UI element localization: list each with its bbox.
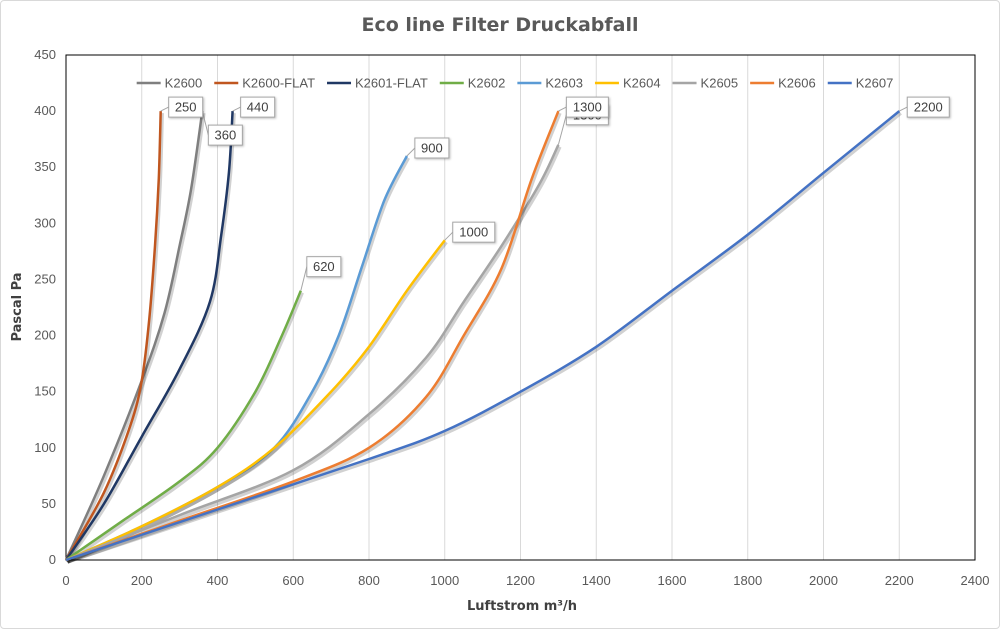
series-line-k2600-flat [64,111,162,561]
x-tick-label: 200 [131,573,153,588]
data-label-k2602: 620 [300,256,342,291]
x-tick-label: 1200 [506,573,535,588]
legend-item-k2600-flat: K2600-FLAT [214,76,315,91]
y-tick-label: 400 [34,103,56,118]
legend-item-k2607: K2607 [827,76,894,91]
legend-item-k2605: K2605 [672,76,739,91]
x-axis-title: Luftstrom m³/h [467,599,577,614]
series-shadow-k2602 [66,292,304,564]
x-tick-label: 400 [207,573,229,588]
data-label-text: 360 [214,128,236,143]
legend-item-k2606: K2606 [750,76,816,91]
data-label-k2603: 900 [406,137,450,159]
y-axis-title: Pascal Pa [10,272,25,341]
legend-label: K2600-FLAT [242,76,315,91]
data-label-k2600: 360 [201,110,243,146]
legend-label: K2607 [856,76,894,91]
data-label-text: 440 [247,100,269,115]
y-tick-label: 150 [34,384,56,399]
x-tick-label: 800 [358,573,380,588]
series-shadow-k2607 [66,111,902,564]
y-tick-label: 250 [34,271,56,286]
legend-item-k2604: K2604 [594,76,661,91]
data-label-text: 2200 [914,100,943,115]
series-line-k2601-flat [64,111,234,561]
gridlines [141,55,900,560]
legend-label: K2603 [545,76,583,91]
series-line-k2606 [65,110,560,562]
series-shadow-k2604 [66,241,448,564]
series-line-k2607 [65,110,901,562]
plot-area [65,54,976,561]
legend-label: K2606 [778,76,816,91]
data-label-text: 900 [421,141,443,156]
series-line-k2600 [64,110,204,561]
x-tick-label: 1400 [582,573,611,588]
series-line-k2602 [65,290,302,562]
data-label-text: 620 [313,259,335,274]
y-tick-label: 200 [34,328,56,343]
x-tick-label: 2200 [885,573,914,588]
data-label-k2600-flat: 250 [160,96,204,118]
series-shadow-k2605 [66,146,562,564]
data-label-text: 250 [175,100,197,115]
x-axis-ticks: 0 200 400 600 800 1000 1200 1400 1600 1800 2000 220… [62,573,989,588]
y-axis-ticks: 0 50 100 150 200 250 300 350 400 450 [34,47,56,567]
x-tick-label: 2000 [809,573,838,588]
data-label-k2607: 2200 [899,96,950,118]
legend-label: K2604 [623,76,661,91]
x-tick-label: 1600 [658,573,687,588]
series-line-k2604 [65,239,446,562]
x-tick-label: 0 [62,573,69,588]
data-label-k2606: 1300 [558,96,609,118]
data-label-text: 1300 [573,100,602,115]
series-lines [64,110,902,564]
legend-label: K2602 [468,76,506,91]
x-tick-label: 1000 [430,573,459,588]
legend-item-k2600: K2600 [136,76,203,91]
y-tick-label: 350 [34,159,56,174]
series-shadow-k2600 [65,112,206,563]
x-tick-label: 600 [282,573,304,588]
legend-label: K2605 [701,76,739,91]
x-tick-label: 2400 [961,573,990,588]
data-label-k2604: 1000 [444,221,496,243]
legend-item-k2602: K2602 [439,76,506,91]
series-line-k2605 [65,144,560,562]
chart-title: Eco line Filter Druckabfall [361,14,638,36]
series-line-k2603 [65,155,409,562]
legend-label: K2600 [165,76,203,91]
data-label-k2601-flat: 440 [232,96,276,118]
series-shadow-k2603 [66,157,410,564]
data-label-text: 1000 [459,225,488,240]
y-tick-label: 0 [49,552,56,567]
legend-label: K2601-FLAT [355,76,428,91]
y-tick-label: 450 [34,47,56,62]
series-shadow-k2600-flat [65,113,164,563]
legend-item-k2601-flat: K2601-FLAT [327,76,428,91]
y-tick-label: 50 [42,496,56,511]
y-tick-label: 300 [34,215,56,230]
series-shadow-k2601-flat [66,112,236,563]
y-tick-label: 100 [34,440,56,455]
data-labels: 3602504406209001000130013002200 [160,96,950,291]
legend-item-k2603: K2603 [517,76,583,91]
x-tick-label: 1800 [733,573,762,588]
legend: K2600 K2600-FLAT K2601-FLAT K2602 K2603 K2604… [136,76,894,91]
